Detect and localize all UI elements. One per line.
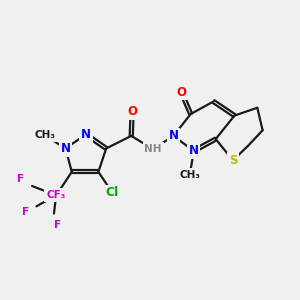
Text: F: F — [53, 220, 61, 230]
Text: CH₃: CH₃ — [179, 170, 200, 180]
Text: CF₃: CF₃ — [46, 190, 66, 200]
Text: N: N — [61, 142, 70, 155]
Text: NH: NH — [144, 144, 162, 154]
Text: O: O — [127, 105, 137, 118]
Text: S: S — [229, 154, 237, 167]
Text: N: N — [81, 128, 91, 141]
Text: CH₃: CH₃ — [34, 130, 55, 140]
Text: F: F — [22, 207, 29, 217]
Text: N: N — [169, 129, 178, 142]
Text: O: O — [176, 85, 186, 99]
Text: N: N — [189, 144, 199, 158]
Text: Cl: Cl — [106, 186, 119, 200]
Text: F: F — [16, 174, 24, 184]
